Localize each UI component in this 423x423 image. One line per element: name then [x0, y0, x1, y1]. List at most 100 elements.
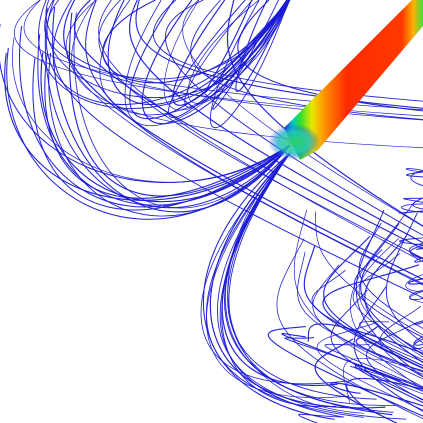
streamline [352, 253, 423, 352]
streamline [410, 170, 423, 187]
streamline [71, 0, 423, 149]
streamline [99, 0, 291, 116]
streamline [385, 212, 423, 344]
streamline [98, 0, 423, 259]
streamline [298, 413, 345, 423]
streamline [406, 171, 423, 178]
streamline [407, 278, 423, 285]
streamline [44, 0, 423, 121]
streamline [413, 336, 423, 346]
streamline [398, 210, 423, 214]
streamline [353, 286, 423, 413]
streamline [359, 321, 423, 361]
streamline [323, 235, 423, 367]
streamline [52, 6, 291, 213]
streamline [358, 222, 423, 330]
streamline [209, 152, 386, 409]
streamline [379, 305, 423, 378]
streamline [46, 0, 290, 99]
streamline [23, 0, 423, 111]
streamline [32, 57, 291, 211]
streamline [237, 0, 423, 112]
streamline [346, 377, 423, 413]
streamline [315, 211, 423, 336]
streamline [354, 365, 423, 404]
streamline [12, 37, 291, 183]
streamline [4, 52, 291, 201]
streamline [399, 237, 423, 246]
streamline [364, 235, 423, 364]
streamline [414, 257, 423, 263]
streamline [6, 47, 291, 220]
flow-tube-body [284, 0, 423, 160]
streamline [412, 338, 423, 350]
streamline [0, 23, 291, 184]
streamline [38, 0, 290, 109]
streamline [342, 357, 423, 403]
streamline [350, 365, 423, 395]
streamline [225, 152, 396, 406]
streamline [297, 251, 423, 375]
streamline [355, 326, 423, 373]
streamline [414, 320, 423, 326]
flow-tube-throat [268, 124, 320, 160]
streamline [307, 323, 423, 354]
streamline [408, 242, 423, 259]
streamline [203, 152, 335, 420]
streamline [206, 152, 364, 418]
streamline [102, 0, 288, 84]
streamline [324, 343, 423, 389]
streamline [44, 53, 291, 199]
streamline [129, 0, 291, 120]
streamline [164, 0, 423, 236]
streamline [409, 289, 423, 303]
streamline [152, 0, 423, 102]
streamline [224, 152, 393, 416]
streamline [322, 264, 423, 369]
streamline [311, 269, 423, 363]
streamline [73, 0, 423, 250]
streamline [316, 322, 423, 411]
flow-tube [268, 0, 423, 160]
streamline [330, 289, 423, 401]
streamline [412, 197, 423, 210]
streamline [13, 0, 423, 117]
streamline [107, 0, 288, 106]
streamline [267, 326, 423, 417]
streamline [98, 0, 423, 263]
streamline [141, 0, 289, 125]
streamline [401, 203, 423, 213]
streamline [405, 168, 423, 173]
streamline [293, 209, 423, 388]
streamline [314, 338, 398, 423]
streamline [40, 52, 291, 203]
streamline [124, 0, 290, 127]
streamline [52, 0, 423, 299]
streamline [226, 0, 423, 227]
streamline [284, 337, 423, 389]
streamline [349, 202, 423, 390]
streamline [45, 0, 288, 80]
streamline [353, 249, 423, 339]
streamline [303, 245, 423, 370]
streamline [85, 0, 423, 285]
streamline [128, 0, 423, 244]
streamline [276, 238, 423, 420]
streamline [281, 332, 423, 392]
streamline [403, 197, 423, 203]
streamline [405, 274, 423, 293]
streamline [45, 7, 291, 209]
streamline [235, 0, 290, 93]
streamline [184, 0, 289, 108]
streamline [167, 0, 290, 119]
streamline [365, 321, 423, 401]
streamline [415, 246, 423, 250]
streamline [409, 244, 423, 260]
streamline [355, 209, 423, 378]
streamline [19, 25, 291, 208]
streamline [206, 152, 350, 398]
streamline [312, 264, 423, 380]
